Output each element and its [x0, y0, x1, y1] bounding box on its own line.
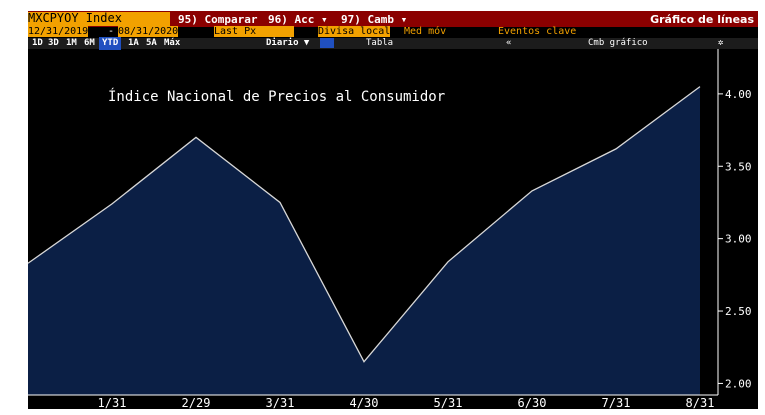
collapse-button[interactable]: « [506, 38, 512, 48]
chart-kind: Gráfico de líneas [650, 13, 754, 26]
range-button[interactable]: 6M [84, 38, 95, 48]
change-chart[interactable]: Cmb gráfico [588, 38, 648, 48]
range-button[interactable]: 1D [32, 38, 43, 48]
x-tick-label: 7/31 [602, 396, 631, 409]
terminal-window: MXCPYOY Index 95) Comparar 96) Acc ▾ 97)… [28, 11, 758, 409]
range-button[interactable]: YTD [99, 37, 122, 50]
x-tick-label: 6/30 [518, 396, 547, 409]
range-bar: Diario ▼ Tabla « Cmb gráfico ✲ 1D 3D 1M 6M Y… [28, 37, 758, 50]
range-button[interactable]: 3D [48, 38, 59, 48]
x-tick-label: 3/31 [266, 396, 295, 409]
range-button[interactable]: 5A [146, 38, 157, 48]
compare-button[interactable]: 95) Comparar [178, 13, 258, 26]
key-events[interactable]: Eventos clave [498, 26, 577, 37]
start-date[interactable]: 12/31/2019 [28, 26, 89, 37]
x-tick-label: 1/31 [98, 396, 127, 409]
x-tick-label: 2/29 [182, 396, 211, 409]
title-bar: MXCPYOY Index 95) Comparar 96) Acc ▾ 97)… [28, 11, 758, 27]
range-button[interactable]: 1M [66, 38, 77, 48]
end-date[interactable]: 08/31/2020 [118, 26, 179, 37]
y-tick-label: 2.50 [725, 305, 752, 318]
chart: Índice Nacional de Precios al Consumidor… [28, 49, 752, 409]
y-tick-label: 3.50 [725, 160, 752, 173]
actions-menu[interactable]: 96) Acc ▾ [268, 13, 328, 26]
currency[interactable]: Divisa local [318, 26, 391, 37]
ticker[interactable]: MXCPYOY Index [28, 12, 170, 26]
chart-type-icon[interactable] [320, 38, 334, 48]
field[interactable]: Last Px [214, 26, 294, 37]
table-button[interactable]: Tabla [366, 38, 394, 48]
y-tick-label: 3.00 [725, 233, 752, 246]
settings-bar: 12/31/2019 - 08/31/2020 Last Px Divisa l… [28, 26, 758, 38]
range-button[interactable]: Máx [164, 38, 181, 48]
date-dash: - [108, 26, 115, 37]
y-tick-label: 2.00 [725, 377, 752, 390]
range-button[interactable]: 1A [128, 38, 139, 48]
x-tick-label: 4/30 [350, 396, 379, 409]
chart-title: Índice Nacional de Precios al Consumidor [108, 88, 445, 105]
area [28, 86, 700, 395]
y-tick-label: 4.00 [725, 88, 752, 101]
moving-average[interactable]: Med móv [404, 26, 447, 37]
settings-icon[interactable]: ✲ [718, 38, 724, 48]
x-tick-label: 8/31 [686, 396, 715, 409]
period-menu[interactable]: Diario ▼ [266, 38, 310, 48]
change-menu[interactable]: 97) Camb ▾ [341, 13, 408, 26]
x-tick-label: 5/31 [434, 396, 463, 409]
line [28, 86, 701, 363]
